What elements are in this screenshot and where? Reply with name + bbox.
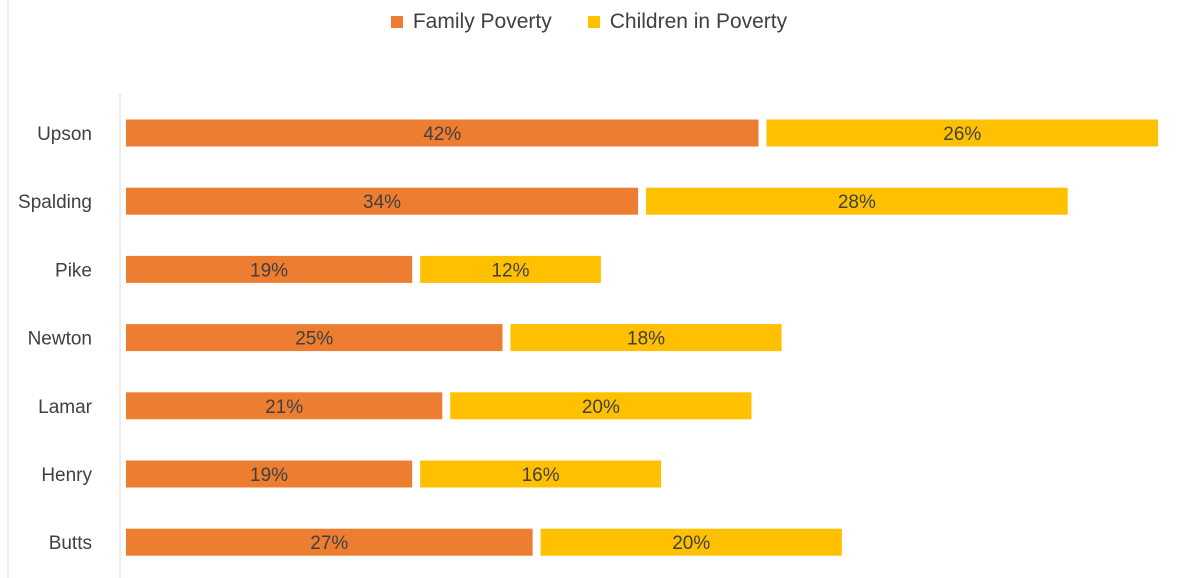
data-label-family-poverty-spalding: 34% bbox=[363, 192, 401, 213]
legend: Family Poverty Children in Poverty bbox=[0, 10, 1178, 34]
bar-children-in-poverty-lamar bbox=[450, 392, 752, 420]
bar-children-in-poverty-upson bbox=[766, 119, 1159, 147]
data-label-family-poverty-henry: 19% bbox=[250, 465, 288, 486]
legend-swatch-children-in-poverty bbox=[587, 16, 600, 28]
legend-label-family-poverty: Family Poverty bbox=[412, 10, 552, 33]
data-label-children-in-poverty-butts: 20% bbox=[672, 533, 710, 554]
category-label-butts: Butts bbox=[49, 533, 92, 554]
data-label-family-poverty-upson: 42% bbox=[423, 124, 461, 145]
data-label-children-in-poverty-lamar: 20% bbox=[582, 397, 620, 418]
bar-family-poverty-spalding bbox=[126, 187, 639, 215]
category-label-pike: Pike bbox=[55, 260, 92, 281]
legend-swatch-family-poverty bbox=[390, 16, 403, 28]
data-label-children-in-poverty-upson: 26% bbox=[943, 124, 981, 145]
bar-children-in-poverty-henry bbox=[420, 460, 662, 488]
bar-family-poverty-pike bbox=[126, 255, 413, 283]
data-label-children-in-poverty-pike: 12% bbox=[491, 260, 529, 281]
data-label-family-poverty-butts: 27% bbox=[310, 533, 348, 554]
category-label-spalding: Spalding bbox=[18, 192, 92, 213]
category-label-upson: Upson bbox=[37, 124, 92, 145]
bar-family-poverty-henry bbox=[126, 460, 413, 488]
legend-item-family-poverty: Family Poverty bbox=[390, 10, 552, 34]
bar-family-poverty-upson bbox=[126, 119, 759, 147]
category-label-henry: Henry bbox=[41, 465, 92, 486]
legend-item-children-in-poverty: Children in Poverty bbox=[587, 10, 788, 34]
data-label-family-poverty-lamar: 21% bbox=[265, 397, 303, 418]
data-label-family-poverty-pike: 19% bbox=[250, 260, 288, 281]
bar-children-in-poverty-butts bbox=[540, 528, 842, 556]
data-label-children-in-poverty-newton: 18% bbox=[627, 329, 665, 350]
bar-children-in-poverty-spalding bbox=[646, 187, 1068, 215]
plot-area: Upson 42% 26% Spalding 34% 28% Pike 19% 12% Newto… bbox=[18, 119, 1159, 556]
data-label-children-in-poverty-spalding: 28% bbox=[838, 192, 876, 213]
data-label-children-in-poverty-henry: 16% bbox=[522, 465, 560, 486]
legend-label-children-in-poverty: Children in Poverty bbox=[609, 10, 788, 33]
bar-children-in-poverty-pike bbox=[420, 255, 601, 283]
category-label-newton: Newton bbox=[28, 329, 92, 350]
bar-family-poverty-lamar bbox=[126, 392, 443, 420]
category-label-lamar: Lamar bbox=[38, 397, 93, 418]
bar-children-in-poverty-newton bbox=[510, 324, 782, 352]
bar-family-poverty-butts bbox=[126, 528, 533, 556]
bar-family-poverty-newton bbox=[126, 324, 503, 352]
data-label-family-poverty-newton: 25% bbox=[295, 329, 333, 350]
